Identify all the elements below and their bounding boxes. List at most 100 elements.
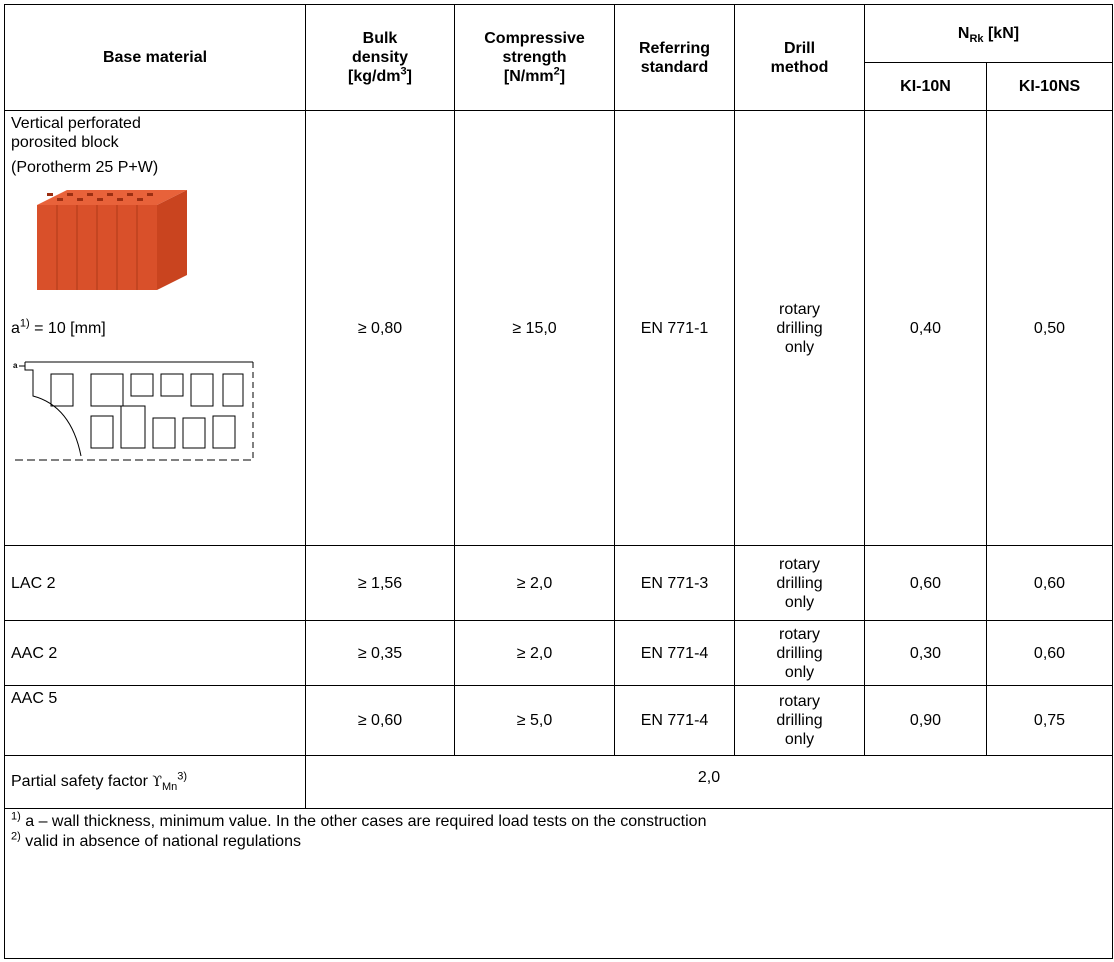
unit: ]	[406, 68, 412, 85]
note-text: a	[11, 320, 20, 337]
cell: 0,50	[986, 110, 1113, 546]
sup: 3)	[177, 770, 188, 783]
cell: rotary drilling only	[734, 620, 865, 686]
value: EN 771-4	[640, 644, 709, 662]
unit: [N/mm	[503, 68, 554, 85]
header-cell: NRk [kN]	[864, 4, 1113, 63]
header-cell: KI-10N	[864, 62, 987, 111]
unit: [kN]	[983, 25, 1020, 42]
value: ≥ 1,56	[357, 574, 403, 592]
cell: 0,60	[986, 545, 1113, 621]
cell: rotary drilling only	[734, 110, 865, 546]
value: 0,60	[1033, 644, 1066, 662]
cell: ≥ 0,35	[305, 620, 455, 686]
value: AAC 5	[11, 690, 58, 707]
cell: EN 771-1	[614, 110, 735, 546]
cell: ≥ 1,56	[305, 545, 455, 621]
sup: 1)	[19, 317, 30, 330]
value: AAC 2	[11, 644, 58, 662]
value: ≥ 0,80	[357, 319, 403, 337]
header: KI-10NS	[1018, 78, 1081, 95]
value: 0,30	[909, 644, 942, 662]
sub: Mn	[162, 781, 178, 794]
header-cell: Base material	[4, 4, 306, 111]
cell: ≥ 15,0	[454, 110, 615, 546]
value: rotary drilling only	[776, 300, 823, 356]
value: rotary drilling only	[776, 625, 823, 681]
header-cell: Bulk density [kg/dm3]	[305, 4, 455, 111]
header: Drill method	[770, 39, 829, 76]
cell: EN 771-4	[614, 685, 735, 756]
cell: ≥ 5,0	[454, 685, 615, 756]
value: 0,60	[909, 574, 942, 592]
sup: 3	[400, 65, 407, 78]
value: ≥ 2,0	[516, 574, 553, 592]
cell: Vertical perforated porosited block (Por…	[4, 110, 306, 546]
cell: 0,75	[986, 685, 1113, 756]
value: ≥ 0,60	[357, 712, 403, 729]
note: a1) = 10 [mm]	[11, 317, 299, 338]
header-cell: Referring standard	[614, 4, 735, 111]
block-diagram: a	[13, 361, 254, 461]
safety-label: Partial safety factor	[11, 773, 153, 790]
footnote-text: a – wall thickness, minimum value. In th…	[20, 813, 707, 830]
footnote: 2) valid in absence of national regulati…	[11, 830, 1106, 852]
footnotes: 1) a – wall thickness, minimum value. In…	[4, 808, 1113, 959]
sub: Rk	[969, 33, 984, 46]
header: Compressive strength	[484, 30, 585, 66]
cell: 0,60	[986, 620, 1113, 686]
value: ≥ 2,0	[516, 644, 553, 662]
header: Base material	[102, 49, 208, 66]
material-table: Base material Bulk density [kg/dm3] Compr…	[4, 4, 1113, 959]
cell: ≥ 0,80	[305, 110, 455, 546]
sup: 1)	[11, 810, 21, 823]
symbol: ϒ	[152, 774, 163, 790]
unit: ]	[559, 68, 566, 85]
footnote-text: valid in absence of national regulations	[20, 833, 301, 850]
sup: 2	[553, 65, 560, 78]
value: 0,60	[1033, 574, 1066, 592]
note-text: = 10 [mm]	[29, 320, 106, 337]
header: KI-10N	[900, 78, 951, 95]
unit: [kg/dm	[348, 68, 401, 85]
value: ≥ 5,0	[516, 712, 553, 729]
value: EN 771-3	[640, 574, 709, 592]
header: N	[957, 25, 970, 42]
header-cell: Drill method	[734, 4, 865, 111]
header-cell: KI-10NS	[986, 62, 1113, 111]
value: 0,75	[1033, 712, 1066, 729]
cell: ≥ 2,0	[454, 620, 615, 686]
value: EN 771-4	[640, 712, 709, 729]
brick-image	[37, 190, 187, 290]
value: ≥ 15,0	[512, 319, 557, 337]
header: Referring standard	[638, 39, 711, 76]
header-cell: Compressive strength [N/mm2]	[454, 4, 615, 111]
value: EN 771-1	[640, 319, 709, 337]
footnote: 1) a – wall thickness, minimum value. In…	[11, 810, 1106, 832]
header: Bulk density	[351, 30, 408, 66]
cell: 0,90	[864, 685, 987, 756]
value: 0,50	[1033, 319, 1066, 337]
cell: 0,40	[864, 110, 987, 546]
cell: rotary drilling only	[734, 685, 865, 756]
cell: ≥ 2,0	[454, 545, 615, 621]
cell: EN 771-3	[614, 545, 735, 621]
value: 0,40	[909, 319, 942, 337]
value: rotary drilling only	[776, 693, 823, 748]
value: LAC 2	[11, 574, 56, 592]
cell: 2,0	[305, 755, 1113, 809]
value: rotary drilling only	[776, 555, 823, 611]
cell: 0,60	[864, 545, 987, 621]
svg-text:a: a	[13, 361, 18, 370]
value: ≥ 0,35	[357, 644, 403, 662]
sup: 2)	[11, 830, 21, 843]
cell: AAC 5	[4, 685, 306, 756]
cell: EN 771-4	[614, 620, 735, 686]
cell: LAC 2	[4, 545, 306, 621]
cell: rotary drilling only	[734, 545, 865, 621]
material-name: Vertical perforated porosited block	[11, 115, 141, 151]
product: (Porotherm 25 P+W)	[11, 159, 159, 176]
cell: 0,30	[864, 620, 987, 686]
cell: AAC 2	[4, 620, 306, 686]
